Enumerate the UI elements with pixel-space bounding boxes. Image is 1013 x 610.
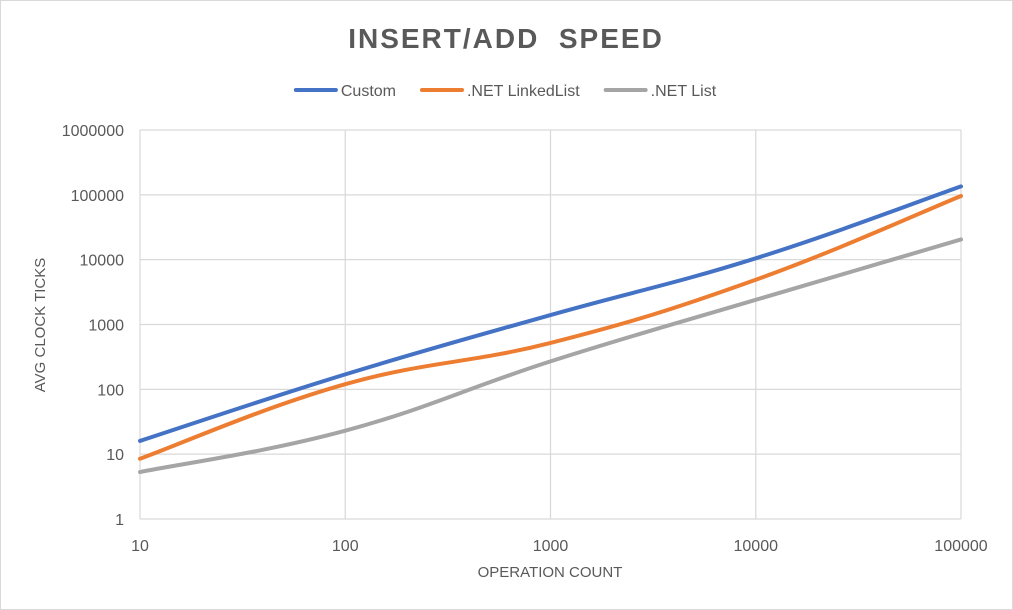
- series-line-0: [138, 184, 963, 443]
- chart-title: INSERT/ADD SPEED: [348, 23, 664, 54]
- y-tick-label: 10: [106, 447, 124, 464]
- y-tick-label: 1: [115, 512, 124, 529]
- legend-label-0: Custom: [341, 83, 396, 100]
- y-tick-label: 1000000: [62, 123, 124, 140]
- y-tick-label: 100: [97, 382, 124, 399]
- series-line-2: [138, 237, 963, 475]
- legend-label-2: .NET List: [651, 83, 717, 100]
- y-tick-label: 100000: [71, 188, 124, 205]
- y-axis-title: AVG CLOCK TICKS: [32, 258, 49, 392]
- x-tick-label: 100000: [934, 538, 987, 555]
- y-tick-label: 10000: [80, 253, 125, 270]
- x-tick-label: 10: [131, 538, 149, 555]
- x-tick-label: 1000: [533, 538, 569, 555]
- y-tick-label: 1000: [88, 318, 124, 335]
- legend-label-1: .NET LinkedList: [467, 83, 580, 100]
- series-line-1: [138, 193, 963, 461]
- series-lines: [138, 184, 963, 475]
- grid: [139, 129, 962, 520]
- x-axis-ticks: 10 100 1000 10000 100000: [131, 538, 988, 555]
- y-axis-ticks: 1 10 100 1000 10000 100000 1000000: [62, 123, 124, 529]
- x-axis-title: OPERATION COUNT: [478, 564, 623, 581]
- x-tick-label: 10000: [734, 538, 779, 555]
- x-tick-label: 100: [332, 538, 359, 555]
- legend: Custom .NET LinkedList .NET List: [293, 83, 717, 100]
